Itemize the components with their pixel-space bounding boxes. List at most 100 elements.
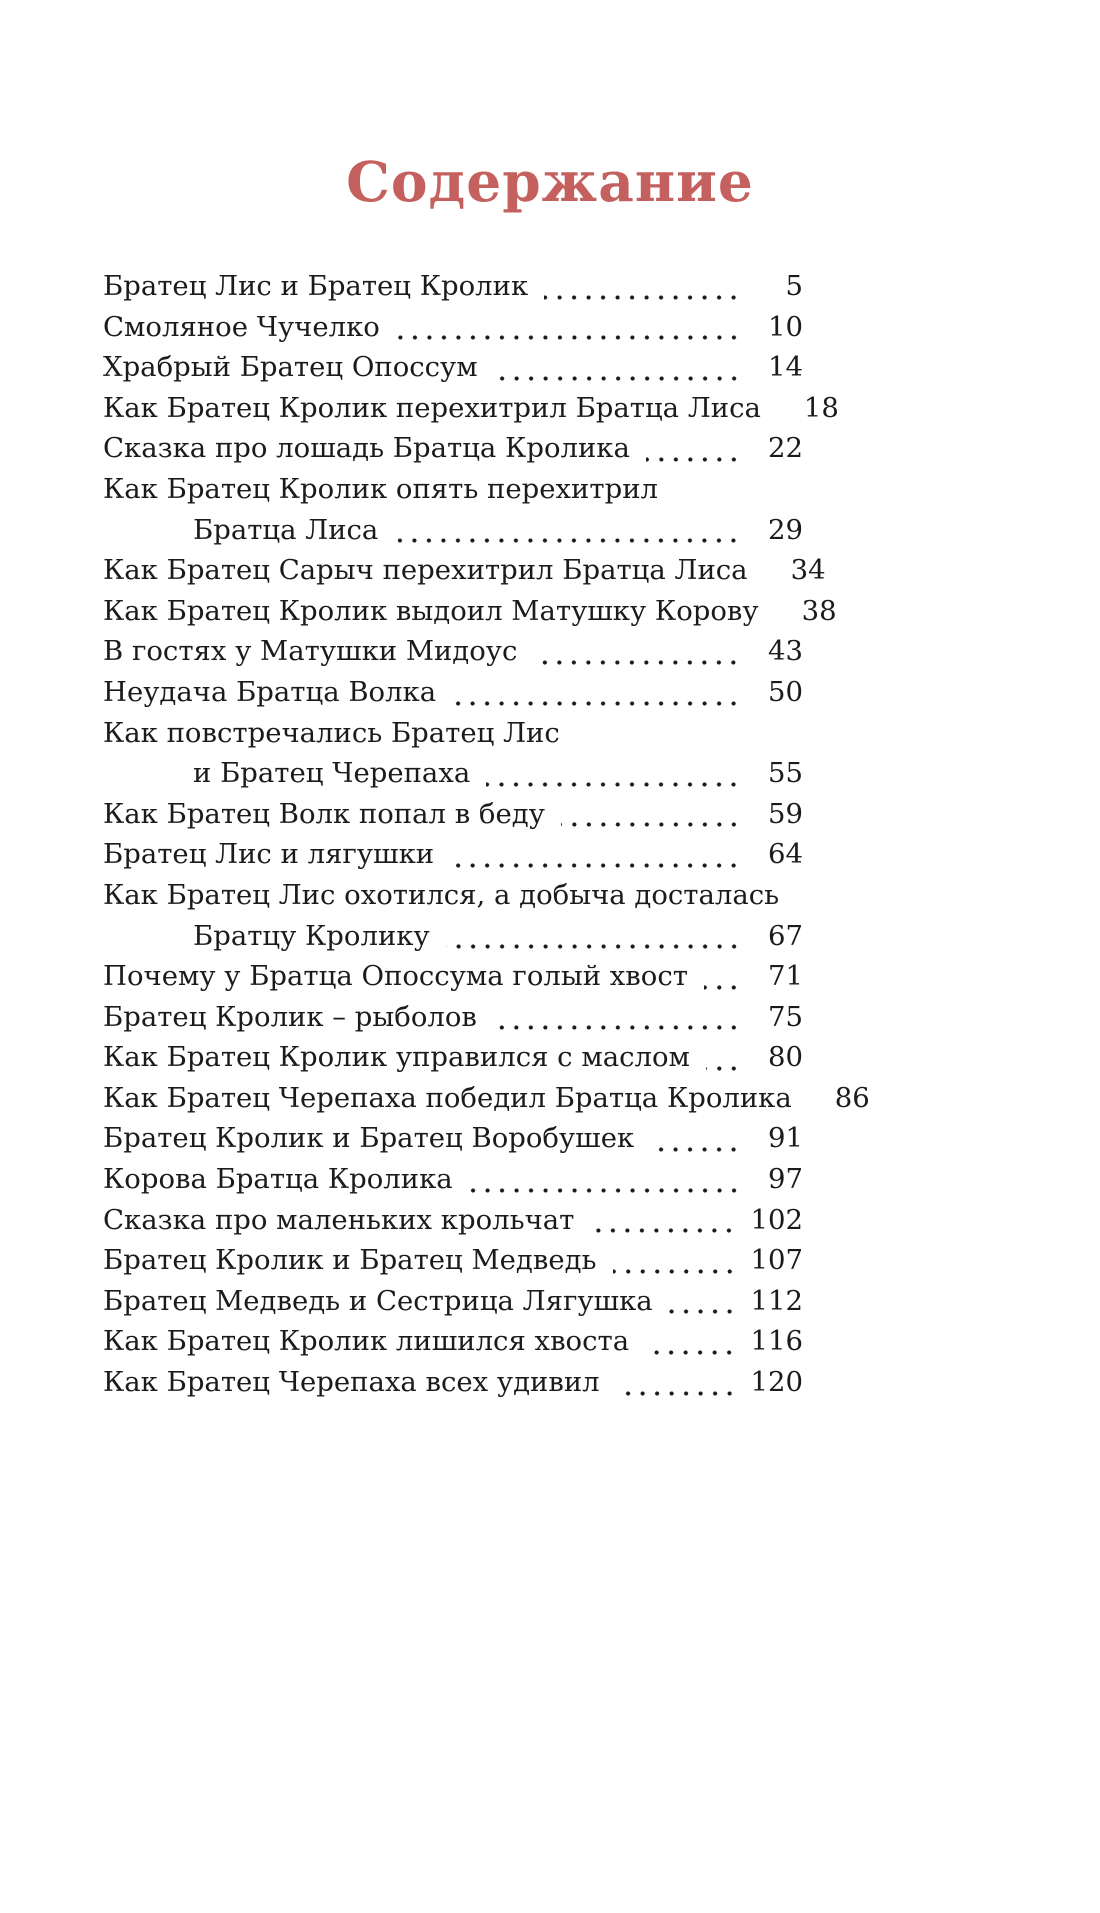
toc-page-number: 67: [768, 919, 803, 952]
dot-leader: [445, 937, 741, 951]
toc-entry-title: Братец Лис и Братец Кролик: [103, 270, 529, 302]
toc-entry-title: Как Братец Кролик лишился хвоста: [103, 1325, 630, 1358]
toc-row: Братец Кролик и Братец Воробушек 91: [103, 1118, 803, 1159]
toc-row: Как Братец Сарыч перехитрил Братца Лиса 3…: [103, 550, 826, 591]
toc-row: Братцу Кролику 67: [103, 916, 803, 957]
toc-entry-title: Как повстречались Братец Лис: [103, 716, 560, 749]
dot-leader: [394, 531, 741, 545]
dot-leader: [645, 1343, 737, 1357]
toc-page-number: 112: [750, 1284, 804, 1317]
toc-row: и Братец Черепаха 55: [103, 753, 803, 794]
dot-leader: [590, 1221, 737, 1235]
toc-page-number: 50: [768, 675, 803, 708]
toc-page-number: 22: [768, 432, 803, 465]
toc-page-number: 75: [768, 1000, 803, 1033]
toc-page-number: 86: [834, 1081, 870, 1114]
dot-leader: [544, 287, 741, 301]
toc-page-number: 97: [768, 1163, 803, 1196]
toc-row: Сказка про маленьких крольчат 102: [103, 1200, 803, 1241]
toc-page-number: 107: [750, 1244, 804, 1277]
toc-entry-title: Храбрый Братец Опоссум: [103, 351, 478, 384]
toc-row: Корова Братца Кролика 97: [103, 1159, 803, 1200]
dot-leader: [703, 977, 741, 991]
dot-leader: [452, 693, 741, 707]
toc-row: Смоляное Чучелко 10: [103, 307, 803, 348]
dot-leader: [492, 1018, 741, 1032]
toc-row: Как Братец Черепаха победил Братца Кроли…: [103, 1078, 870, 1119]
toc-page-number: 38: [801, 594, 837, 627]
toc-page-number: 116: [750, 1325, 804, 1358]
toc-row: Братец Кролик – рыболов 75: [103, 997, 803, 1038]
toc-entry-title: Неудача Братца Волка: [103, 675, 437, 708]
toc-page-number: 71: [768, 960, 803, 993]
toc-row: Как Братец Кролик выдоил Матушку Корову 3…: [103, 591, 837, 632]
dot-leader: [705, 1058, 741, 1072]
dot-leader: [395, 328, 741, 342]
toc-entry-title: Братца Лиса: [193, 513, 379, 546]
toc-row: Как Братец Кролик перехитрил Братца Лиса…: [103, 388, 839, 429]
dot-leader: [645, 449, 741, 463]
dot-leader: [650, 1140, 741, 1154]
toc-entry-title: Сказка про лошадь Братца Кролика: [103, 432, 630, 465]
toc-row: Почему у Братца Опоссума голый хвост 71: [103, 956, 803, 997]
toc-entry-title: и Братец Черепаха: [193, 757, 471, 790]
toc-row: Братец Кролик и Братец Медведь 107: [103, 1240, 803, 1281]
toc-row: Как Братец Кролик управился с маслом 80: [103, 1037, 803, 1078]
toc-row: Неудача Братца Волка 50: [103, 672, 803, 713]
toc-entry-title: Сказка про маленьких крольчат: [103, 1203, 575, 1236]
toc-page-number: 43: [768, 635, 803, 668]
toc-row: Как Братец Волк попал в беду 59: [103, 794, 803, 835]
toc-entry-title: Корова Братца Кролика: [103, 1163, 453, 1196]
toc-entry-title: Братец Кролик – рыболов: [103, 1000, 477, 1033]
toc-page-number: 14: [768, 351, 803, 384]
toc-page-number: 5: [785, 270, 804, 302]
dot-leader: [468, 1180, 741, 1194]
toc-entry-title: Братец Медведь и Сестрица Лягушка: [103, 1284, 653, 1317]
toc-row: Как Братец Лис охотился, а добыча достал…: [103, 875, 803, 916]
toc-page-number: 18: [803, 391, 839, 424]
toc-entry-title: Как Братец Кролик перехитрил Братца Лиса: [103, 391, 761, 424]
toc-row: В гостях у Матушки Мидоус 43: [103, 631, 803, 672]
page-title: Содержание: [346, 149, 754, 214]
toc-page-number: 34: [790, 554, 826, 587]
toc-entry-title: Как Братец Кролик опять перехитрил: [103, 472, 658, 505]
dot-leader: [612, 1261, 737, 1275]
contents-page: Содержание Братец Лис и Братец Кролик 5 См…: [0, 150, 1100, 1913]
dot-leader: [486, 774, 741, 788]
toc-page-number: 120: [750, 1366, 804, 1399]
toc-entry-title: Почему у Братца Опоссума голый хвост: [103, 960, 688, 993]
toc-entry-title: Как Братец Кролик выдоил Матушку Корову: [103, 594, 759, 627]
toc-entry-title: Смоляное Чучелко: [103, 310, 380, 343]
toc-page-number: 10: [768, 310, 803, 343]
toc-entry-title: Братцу Кролику: [193, 919, 430, 952]
toc-list: Братец Лис и Братец Кролик 5 Смоляное Чуче…: [103, 266, 870, 1403]
toc-row: Храбрый Братец Опоссум 14: [103, 347, 803, 388]
toc-row: Как Братец Черепаха всех удивил 120: [103, 1362, 803, 1403]
toc-page-number: 59: [768, 797, 803, 830]
toc-row: Как Братец Кролик опять перехитрил: [103, 469, 803, 510]
toc-entry-title: Как Братец Волк попал в беду: [103, 797, 545, 830]
toc-page-number: 91: [768, 1122, 803, 1155]
dot-leader: [615, 1383, 737, 1397]
toc-row: Братец Лис и лягушки 64: [103, 834, 803, 875]
toc-entry-title: Как Братец Черепаха победил Братца Кроли…: [103, 1081, 792, 1114]
toc-page-number: 29: [768, 513, 803, 546]
dot-leader: [533, 652, 741, 666]
toc-entry-title: Как Братец Сарыч перехитрил Братца Лиса: [103, 554, 748, 587]
toc-row: Братец Лис и Братец Кролик 5: [103, 266, 803, 307]
toc-entry-title: Братец Лис и лягушки: [103, 838, 435, 871]
toc-row: Как повстречались Братец Лис: [103, 713, 803, 754]
toc-row: Как Братец Кролик лишился хвоста 116: [103, 1321, 803, 1362]
toc-page-number: 64: [768, 838, 803, 871]
toc-row: Братец Медведь и Сестрица Лягушка 112: [103, 1281, 803, 1322]
dot-leader: [560, 815, 741, 829]
toc-page-number: 102: [750, 1203, 804, 1236]
toc-entry-title: В гостях у Матушки Мидоус: [103, 635, 518, 668]
toc-entry-title: Братец Кролик и Братец Воробушек: [103, 1122, 635, 1155]
toc-page-number: 80: [768, 1041, 803, 1074]
toc-entry-title: Как Братец Черепаха всех удивил: [103, 1366, 600, 1399]
toc-entry-title: Братец Кролик и Братец Медведь: [103, 1244, 597, 1277]
toc-entry-title: Как Братец Лис охотился, а добыча достал…: [103, 878, 780, 911]
toc-entry-title: Как Братец Кролик управился с маслом: [103, 1041, 690, 1074]
toc-row: Сказка про лошадь Братца Кролика 22: [103, 428, 803, 469]
